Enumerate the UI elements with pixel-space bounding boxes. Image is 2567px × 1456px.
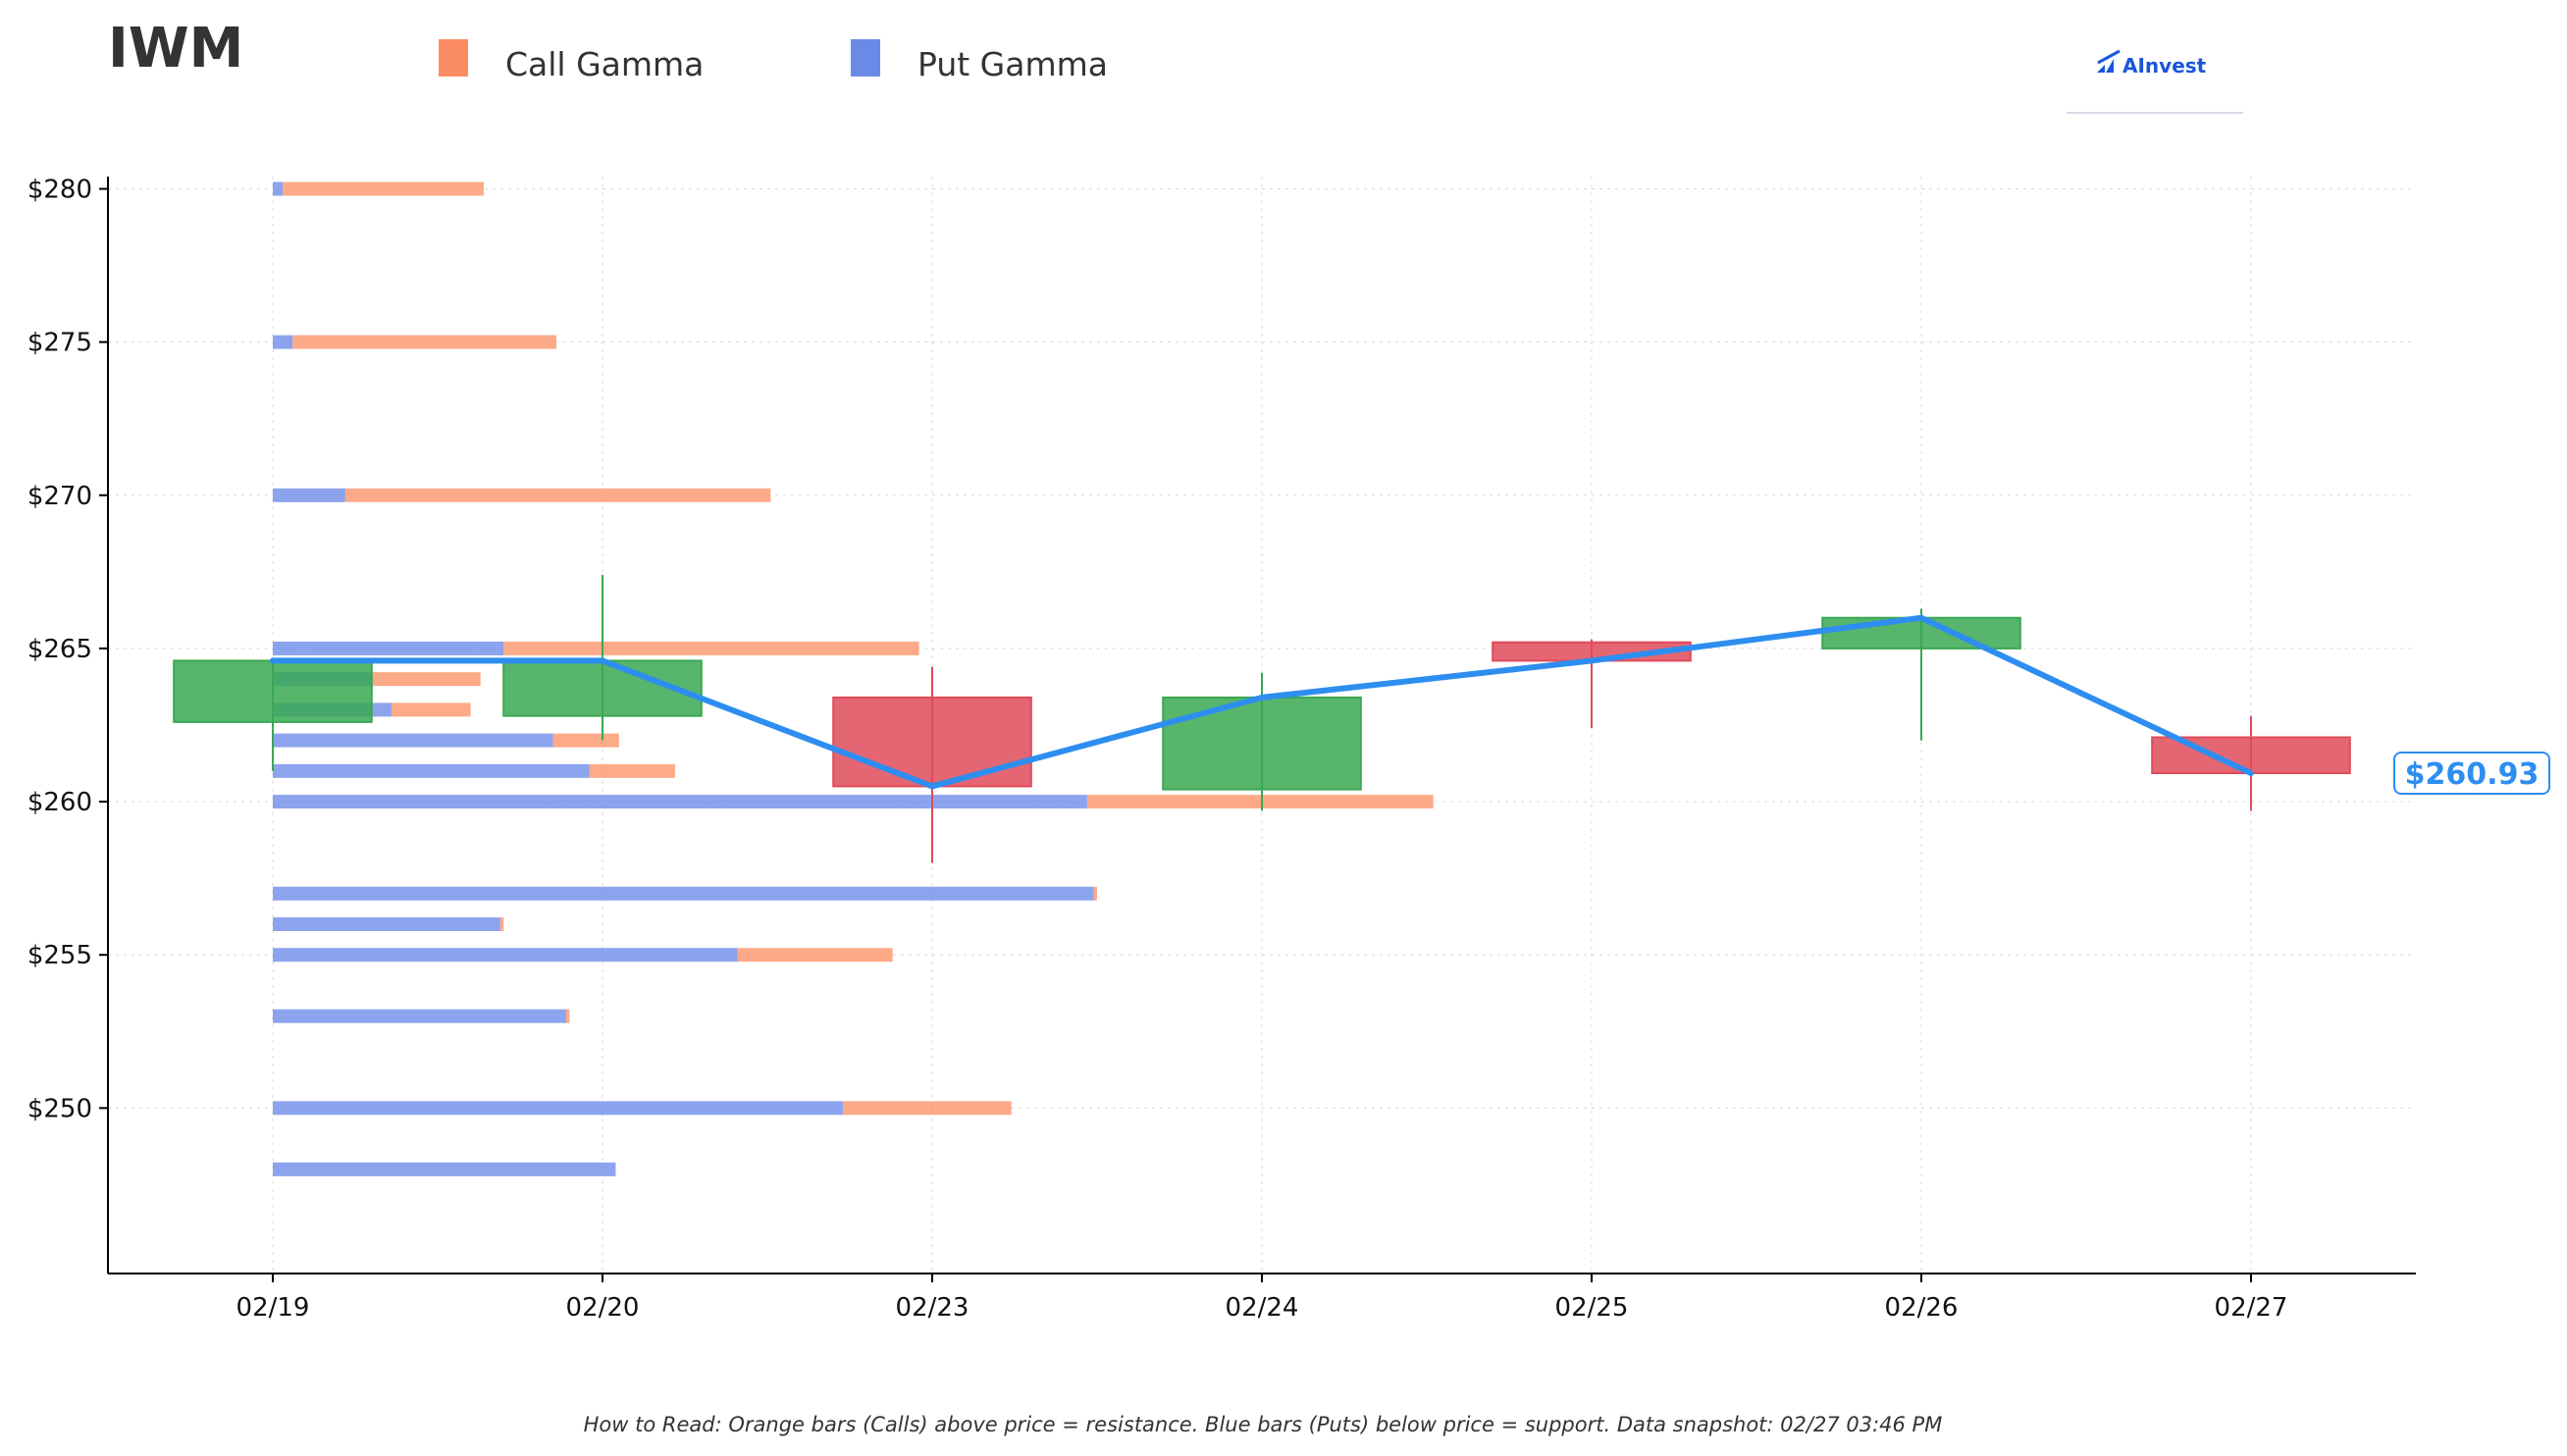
axes: $250 $255 $260 $265 $270 $275 $280 02/19 02/20 02… bbox=[27, 175, 2416, 1323]
put-gamma-bar bbox=[273, 763, 590, 778]
call-gamma-bar bbox=[566, 1009, 570, 1023]
legend-call-label: Call Gamma bbox=[505, 45, 704, 83]
put-gamma-bar bbox=[273, 1101, 844, 1116]
legend-call-swatch bbox=[439, 39, 468, 77]
legend: Call Gamma Put Gamma bbox=[439, 39, 1108, 83]
call-gamma-bar bbox=[1093, 886, 1097, 901]
x-tick-label: 02/26 bbox=[1885, 1293, 1959, 1323]
call-gamma-bar bbox=[1086, 795, 1434, 809]
call-gamma-bar bbox=[292, 335, 556, 349]
y-tick-label: $270 bbox=[27, 482, 92, 511]
y-tick-label: $280 bbox=[27, 175, 92, 204]
call-gamma-bar bbox=[503, 641, 919, 655]
call-gamma-bar bbox=[737, 948, 893, 962]
put-gamma-bar bbox=[273, 733, 553, 748]
put-gamma-bar bbox=[273, 886, 1094, 901]
candle-body bbox=[1821, 616, 2021, 650]
y-tick-label: $255 bbox=[27, 941, 92, 970]
x-tick-label: 02/24 bbox=[1226, 1293, 1299, 1323]
close-price-line bbox=[270, 614, 2254, 790]
x-tick-label: 02/27 bbox=[2215, 1293, 2288, 1323]
put-gamma-bar bbox=[273, 641, 504, 655]
call-gamma-bar bbox=[344, 488, 771, 502]
x-tick-label: 02/19 bbox=[236, 1293, 310, 1323]
candle-body bbox=[173, 659, 373, 723]
put-gamma-bar bbox=[273, 795, 1087, 809]
call-gamma-bar bbox=[499, 916, 504, 931]
price-badge-box bbox=[2393, 752, 2550, 796]
legend-put-swatch bbox=[851, 39, 880, 77]
gamma-bars bbox=[273, 182, 1434, 1176]
put-gamma-bar bbox=[273, 182, 284, 196]
put-gamma-bar bbox=[273, 1162, 616, 1176]
y-tick-label: $250 bbox=[27, 1094, 92, 1123]
put-gamma-bar bbox=[273, 335, 293, 349]
put-gamma-bar bbox=[273, 488, 345, 502]
candle-body bbox=[832, 696, 1032, 788]
price-badge-text: $260.93 bbox=[2405, 757, 2540, 792]
put-gamma-bar bbox=[273, 948, 738, 962]
call-gamma-bar bbox=[283, 182, 485, 196]
put-gamma-bar bbox=[273, 916, 500, 931]
call-gamma-bar bbox=[843, 1101, 1012, 1116]
footer-note: How to Read: Orange bars (Calls) above p… bbox=[584, 1413, 1943, 1436]
call-gamma-bar bbox=[391, 702, 471, 717]
put-gamma-bar bbox=[273, 1009, 567, 1023]
candle-body bbox=[1162, 696, 1362, 791]
x-tick-label: 02/23 bbox=[896, 1293, 969, 1323]
brand-name: AInvest bbox=[2122, 54, 2207, 78]
y-tick-label: $265 bbox=[27, 635, 92, 664]
current-price-label: $260.93 bbox=[2393, 752, 2550, 796]
y-tick-label: $260 bbox=[27, 788, 92, 817]
call-gamma-bar bbox=[371, 672, 481, 687]
call-gamma-bar bbox=[552, 733, 619, 748]
call-gamma-bar bbox=[589, 763, 675, 778]
brand-logo: AInvest bbox=[2067, 49, 2243, 114]
x-tick-label: 02/25 bbox=[1555, 1293, 1629, 1323]
ainvest-logo-icon bbox=[2097, 49, 2121, 73]
ticker-title: IWM bbox=[108, 17, 243, 80]
close-line bbox=[270, 614, 2254, 790]
y-tick-label: $275 bbox=[27, 329, 92, 358]
x-tick-label: 02/20 bbox=[566, 1293, 640, 1323]
legend-put-label: Put Gamma bbox=[917, 45, 1108, 83]
